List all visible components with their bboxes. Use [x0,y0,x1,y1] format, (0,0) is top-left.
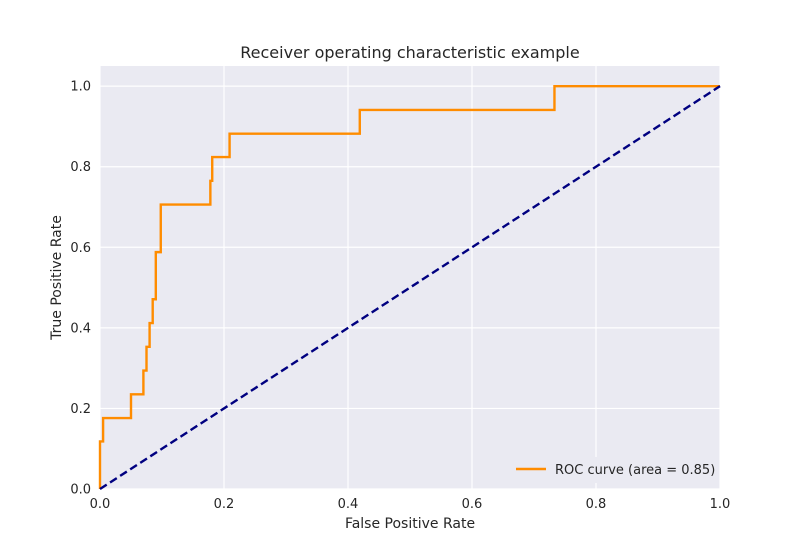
y-tick-label-4: 0.8 [70,160,91,175]
legend: ROC curve (area = 0.85) [508,457,715,483]
y-tick-label-2: 0.4 [70,321,91,336]
y-tick-label-0: 0.0 [70,483,91,498]
plot-area [100,66,720,489]
y-tick-label-3: 0.6 [70,241,91,256]
x-tick-label-4: 0.8 [586,497,607,512]
y-axis-label: True Positive Rate [49,215,65,341]
grid [99,66,721,490]
x-tick-label-2: 0.4 [338,497,359,512]
x-tick-label-3: 0.6 [462,497,483,512]
series-layer [98,84,721,491]
y-tick-label-5: 1.0 [70,80,91,95]
chance-line [99,85,721,491]
x-tick-label-5: 1.0 [710,497,731,512]
legend-label: ROC curve (area = 0.85) [555,463,715,478]
x-tick-label-1: 0.2 [214,497,235,512]
roc-curve-line [98,84,720,489]
tick-labels: 0.0 0.2 0.4 0.6 0.8 1.0 0.0 0.2 0.4 0.6 0.8 1.0 [70,80,730,512]
chart-title: Receiver operating characteristic exampl… [240,43,579,62]
x-axis-label: False Positive Rate [345,516,475,532]
x-tick-label-0: 0.0 [90,497,111,512]
y-tick-label-1: 0.2 [70,402,91,417]
